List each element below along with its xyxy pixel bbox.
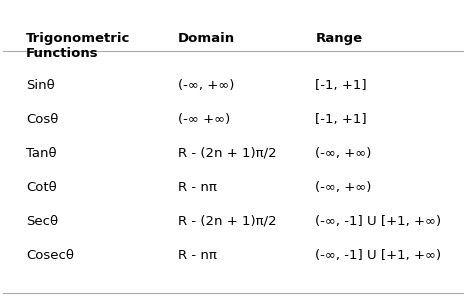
- Text: Cotθ: Cotθ: [26, 181, 56, 194]
- Text: R - nπ: R - nπ: [178, 249, 217, 262]
- Text: (-∞, +∞): (-∞, +∞): [178, 78, 234, 91]
- Text: (-∞ +∞): (-∞ +∞): [178, 113, 230, 126]
- Text: Trigonometric
Functions: Trigonometric Functions: [26, 32, 130, 60]
- Text: Cosecθ: Cosecθ: [26, 249, 74, 262]
- Text: [-1, +1]: [-1, +1]: [316, 78, 367, 91]
- Text: Tanθ: Tanθ: [26, 147, 56, 160]
- Text: R - nπ: R - nπ: [178, 181, 217, 194]
- Text: [-1, +1]: [-1, +1]: [316, 113, 367, 126]
- Text: (-∞, -1] U [+1, +∞): (-∞, -1] U [+1, +∞): [316, 215, 442, 228]
- Text: Sinθ: Sinθ: [26, 78, 55, 91]
- Text: R - (2n + 1)π/2: R - (2n + 1)π/2: [178, 215, 276, 228]
- Text: R - (2n + 1)π/2: R - (2n + 1)π/2: [178, 147, 276, 160]
- Text: Range: Range: [316, 32, 363, 45]
- Text: Secθ: Secθ: [26, 215, 58, 228]
- Text: (-∞, -1] U [+1, +∞): (-∞, -1] U [+1, +∞): [316, 249, 442, 262]
- Text: Domain: Domain: [178, 32, 235, 45]
- Text: (-∞, +∞): (-∞, +∞): [316, 147, 372, 160]
- Text: Cosθ: Cosθ: [26, 113, 58, 126]
- Text: (-∞, +∞): (-∞, +∞): [316, 181, 372, 194]
